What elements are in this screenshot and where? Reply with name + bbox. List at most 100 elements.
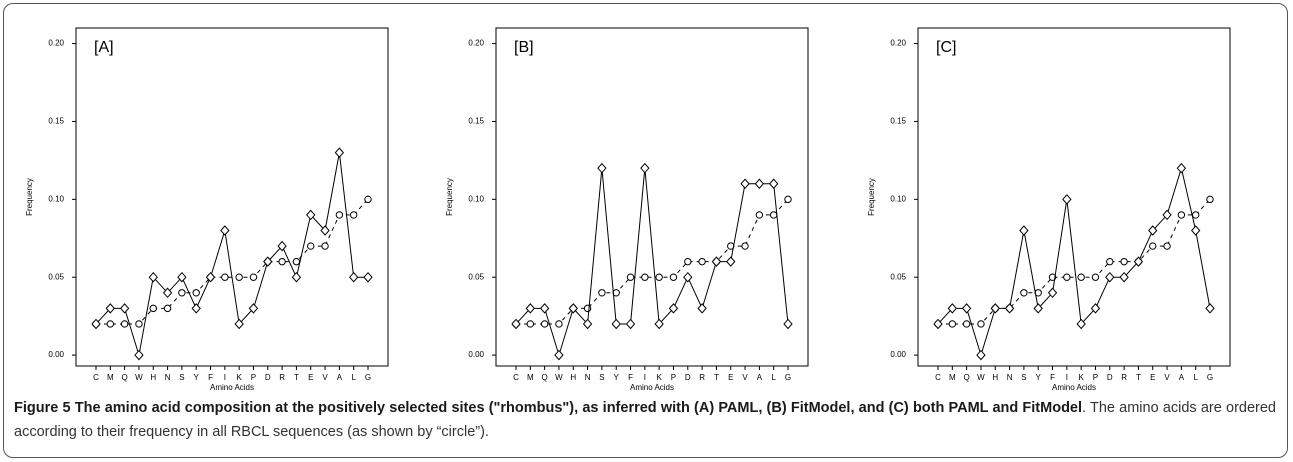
diamond-marker — [668, 303, 679, 314]
diamond-marker — [291, 271, 302, 283]
figure: [A] Frequency Amino Acids 0.00 0.05 0.10 0.15 0… — [25, 27, 1231, 392]
y-tick-label: 0.10 — [890, 194, 906, 203]
diamond-marker — [697, 303, 707, 314]
x-tick-label: E — [728, 373, 733, 382]
x-axis-label: Amino Acids — [1052, 383, 1096, 392]
diamond-marker — [248, 303, 259, 314]
diamond-marker — [1076, 318, 1086, 330]
circle-marker — [235, 273, 243, 281]
diamond-marker — [191, 303, 201, 314]
diamond-marker — [976, 349, 986, 361]
x-tick-label: V — [1164, 373, 1170, 382]
diamond-marker — [320, 225, 330, 236]
diamond-marker — [234, 318, 244, 330]
x-axis-label: Amino Acids — [630, 383, 674, 392]
diamond-marker — [769, 178, 779, 190]
diamond-marker — [148, 271, 158, 283]
x-tick-label: C — [513, 373, 519, 382]
x-tick-label: P — [671, 373, 676, 382]
x-tick-label: S — [179, 373, 184, 382]
x-axis-label: Amino Acids — [210, 383, 254, 392]
caption-text: . The amino acids are ordered according … — [14, 400, 1276, 440]
series-line — [516, 198, 789, 325]
circle-marker — [292, 257, 301, 266]
diamond-marker — [205, 271, 216, 283]
circle-marker — [962, 320, 971, 328]
diamond-marker — [334, 147, 345, 158]
circle-marker — [178, 289, 186, 297]
x-tick-label: W — [977, 373, 985, 382]
diamond-marker — [263, 256, 273, 267]
diamond-marker — [1162, 209, 1172, 221]
circle-marker — [335, 211, 344, 219]
plot-frame — [917, 27, 1231, 367]
circle-marker — [669, 273, 678, 281]
x-tick-label: A — [1179, 373, 1185, 382]
y-tick-label: 0.00 — [468, 350, 484, 359]
x-tick-label: T — [714, 373, 719, 382]
caption-bold: Figure 5 The amino acid composition at t… — [14, 400, 1083, 416]
series-line — [937, 166, 1211, 357]
diamond-marker — [640, 162, 650, 174]
x-tick-label: M — [949, 373, 956, 382]
circle-marker — [698, 257, 706, 266]
x-tick-label: K — [656, 373, 662, 382]
diamond-marker — [1019, 225, 1029, 236]
panel: [B] Frequency Amino Acids 0.00 0.05 0.10 0.15 0… — [445, 27, 809, 392]
circle-marker — [1106, 257, 1114, 266]
diamond-marker — [582, 318, 593, 330]
y-tick-label: 0.10 — [48, 194, 64, 203]
x-tick-label: A — [757, 373, 763, 382]
diamond-marker — [961, 303, 972, 314]
diamond-marker — [277, 240, 287, 252]
circle-marker — [1163, 242, 1171, 250]
diamond-marker — [625, 318, 636, 330]
x-tick-label: D — [265, 373, 271, 382]
x-tick-label: H — [570, 373, 576, 382]
x-tick-label: C — [935, 373, 941, 382]
x-tick-label: V — [322, 373, 328, 382]
y-tick-label: 0.15 — [468, 117, 484, 126]
diamond-marker — [1119, 271, 1129, 283]
diamond-marker — [1105, 271, 1115, 283]
x-tick-label: N — [1007, 373, 1013, 382]
diamond-marker — [783, 318, 793, 330]
y-tick-label: 0.00 — [48, 350, 64, 359]
x-tick-label: H — [992, 373, 998, 382]
diamond-marker — [740, 178, 750, 190]
x-tick-label: N — [585, 373, 591, 382]
circle-marker — [526, 320, 535, 328]
x-tick-label: L — [1193, 373, 1198, 382]
diamond-marker — [711, 256, 722, 267]
circle-marker — [135, 320, 143, 328]
x-tick-label: R — [1121, 373, 1127, 382]
circle-marker — [684, 257, 692, 266]
x-tick-label: M — [527, 373, 534, 382]
x-tick-label: S — [599, 373, 604, 382]
panel: [C] Frequency Amino Acids 0.00 0.05 0.10 0.15 0… — [867, 27, 1231, 392]
circle-marker — [784, 195, 792, 204]
circle-marker — [1177, 211, 1186, 219]
diamond-marker — [162, 287, 173, 299]
y-tick-label: 0.05 — [48, 272, 64, 281]
circle-marker — [1191, 211, 1200, 219]
y-tick-label: 0.20 — [890, 39, 906, 48]
x-tick-label: G — [1207, 373, 1213, 382]
circle-marker — [769, 211, 778, 219]
circle-marker — [540, 320, 549, 328]
diamond-marker — [1191, 225, 1201, 236]
circle-marker — [626, 273, 635, 281]
x-tick-label: A — [337, 373, 343, 382]
diamond-marker — [511, 318, 521, 330]
x-tick-label: W — [135, 373, 143, 382]
circle-marker — [221, 273, 229, 281]
diamond-marker — [105, 303, 115, 314]
x-tick-label: E — [1150, 373, 1155, 382]
diamond-marker — [349, 271, 359, 283]
caption: Figure 5 The amino acid composition at t… — [14, 396, 1276, 444]
circle-marker — [364, 195, 372, 204]
plot-frame — [495, 27, 809, 367]
circle-marker — [598, 289, 606, 297]
x-tick-label: G — [785, 373, 791, 382]
circle-marker — [106, 320, 115, 328]
